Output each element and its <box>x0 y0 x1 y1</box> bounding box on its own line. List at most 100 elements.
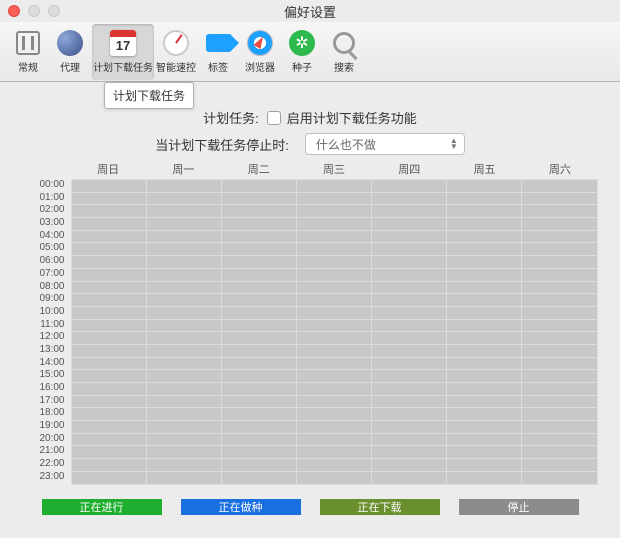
schedule-cell[interactable] <box>522 471 597 484</box>
schedule-cell[interactable] <box>221 306 296 319</box>
schedule-cell[interactable] <box>71 205 146 218</box>
schedule-cell[interactable] <box>221 268 296 281</box>
schedule-cell[interactable] <box>447 459 522 472</box>
schedule-cell[interactable] <box>146 395 221 408</box>
schedule-cell[interactable] <box>372 408 447 421</box>
schedule-cell[interactable] <box>522 446 597 459</box>
schedule-cell[interactable] <box>522 306 597 319</box>
schedule-cell[interactable] <box>221 357 296 370</box>
schedule-cell[interactable] <box>372 268 447 281</box>
tab-browser[interactable]: 浏览器 <box>240 24 280 80</box>
schedule-cell[interactable] <box>522 243 597 256</box>
schedule-cell[interactable] <box>146 433 221 446</box>
schedule-cell[interactable] <box>372 281 447 294</box>
schedule-cell[interactable] <box>146 319 221 332</box>
schedule-cell[interactable] <box>221 332 296 345</box>
schedule-cell[interactable] <box>71 433 146 446</box>
schedule-cell[interactable] <box>221 256 296 269</box>
schedule-cell[interactable] <box>221 319 296 332</box>
schedule-cell[interactable] <box>447 408 522 421</box>
schedule-cell[interactable] <box>447 421 522 434</box>
schedule-cell[interactable] <box>447 180 522 193</box>
schedule-cell[interactable] <box>372 332 447 345</box>
schedule-cell[interactable] <box>372 319 447 332</box>
schedule-cell[interactable] <box>522 332 597 345</box>
tab-schedule[interactable]: 17计划下载任务 <box>92 24 154 80</box>
schedule-cell[interactable] <box>447 395 522 408</box>
schedule-cell[interactable] <box>522 294 597 307</box>
schedule-cell[interactable] <box>447 319 522 332</box>
schedule-cell[interactable] <box>447 433 522 446</box>
schedule-cell[interactable] <box>71 357 146 370</box>
schedule-cell[interactable] <box>221 281 296 294</box>
schedule-cell[interactable] <box>71 408 146 421</box>
schedule-cell[interactable] <box>372 256 447 269</box>
schedule-cell[interactable] <box>522 230 597 243</box>
schedule-cell[interactable] <box>372 421 447 434</box>
zoom-button[interactable] <box>48 5 60 17</box>
schedule-cell[interactable] <box>221 180 296 193</box>
schedule-cell[interactable] <box>146 230 221 243</box>
schedule-cell[interactable] <box>221 395 296 408</box>
schedule-cell[interactable] <box>296 256 371 269</box>
schedule-cell[interactable] <box>221 408 296 421</box>
schedule-cell[interactable] <box>522 357 597 370</box>
schedule-cell[interactable] <box>372 395 447 408</box>
schedule-cell[interactable] <box>71 319 146 332</box>
schedule-cell[interactable] <box>221 294 296 307</box>
schedule-cell[interactable] <box>71 471 146 484</box>
schedule-cell[interactable] <box>71 344 146 357</box>
schedule-cell[interactable] <box>522 433 597 446</box>
schedule-cell[interactable] <box>372 357 447 370</box>
schedule-cell[interactable] <box>221 446 296 459</box>
schedule-cell[interactable] <box>296 357 371 370</box>
schedule-cell[interactable] <box>296 471 371 484</box>
schedule-cell[interactable] <box>221 230 296 243</box>
schedule-cell[interactable] <box>71 256 146 269</box>
schedule-cell[interactable] <box>296 383 371 396</box>
schedule-cell[interactable] <box>71 230 146 243</box>
schedule-cell[interactable] <box>221 383 296 396</box>
schedule-cell[interactable] <box>447 370 522 383</box>
legend-item[interactable]: 正在下载 <box>320 499 440 515</box>
cells-table[interactable] <box>71 179 598 485</box>
schedule-cell[interactable] <box>447 256 522 269</box>
legend-item[interactable]: 正在做种 <box>181 499 301 515</box>
schedule-cell[interactable] <box>71 294 146 307</box>
schedule-cell[interactable] <box>71 243 146 256</box>
schedule-cell[interactable] <box>71 192 146 205</box>
schedule-cell[interactable] <box>71 383 146 396</box>
schedule-cell[interactable] <box>522 383 597 396</box>
schedule-cell[interactable] <box>447 205 522 218</box>
schedule-cell[interactable] <box>71 306 146 319</box>
schedule-cell[interactable] <box>221 459 296 472</box>
schedule-cell[interactable] <box>146 357 221 370</box>
schedule-cell[interactable] <box>296 192 371 205</box>
schedule-cell[interactable] <box>146 306 221 319</box>
legend-item[interactable]: 停止 <box>459 499 579 515</box>
schedule-cell[interactable] <box>146 180 221 193</box>
schedule-cell[interactable] <box>221 433 296 446</box>
schedule-cell[interactable] <box>146 421 221 434</box>
schedule-cell[interactable] <box>146 332 221 345</box>
schedule-cell[interactable] <box>296 218 371 231</box>
schedule-cell[interactable] <box>447 230 522 243</box>
schedule-cell[interactable] <box>296 319 371 332</box>
schedule-cell[interactable] <box>372 230 447 243</box>
schedule-cell[interactable] <box>221 192 296 205</box>
schedule-cell[interactable] <box>221 218 296 231</box>
schedule-cell[interactable] <box>522 459 597 472</box>
schedule-cell[interactable] <box>447 446 522 459</box>
schedule-cell[interactable] <box>296 306 371 319</box>
schedule-cell[interactable] <box>296 243 371 256</box>
schedule-cell[interactable] <box>372 446 447 459</box>
schedule-cell[interactable] <box>372 218 447 231</box>
schedule-cell[interactable] <box>146 205 221 218</box>
schedule-cell[interactable] <box>372 205 447 218</box>
schedule-cell[interactable] <box>522 268 597 281</box>
schedule-cell[interactable] <box>146 192 221 205</box>
schedule-cell[interactable] <box>372 459 447 472</box>
close-button[interactable] <box>8 5 20 17</box>
enable-checkbox[interactable] <box>267 111 281 125</box>
schedule-cell[interactable] <box>447 344 522 357</box>
